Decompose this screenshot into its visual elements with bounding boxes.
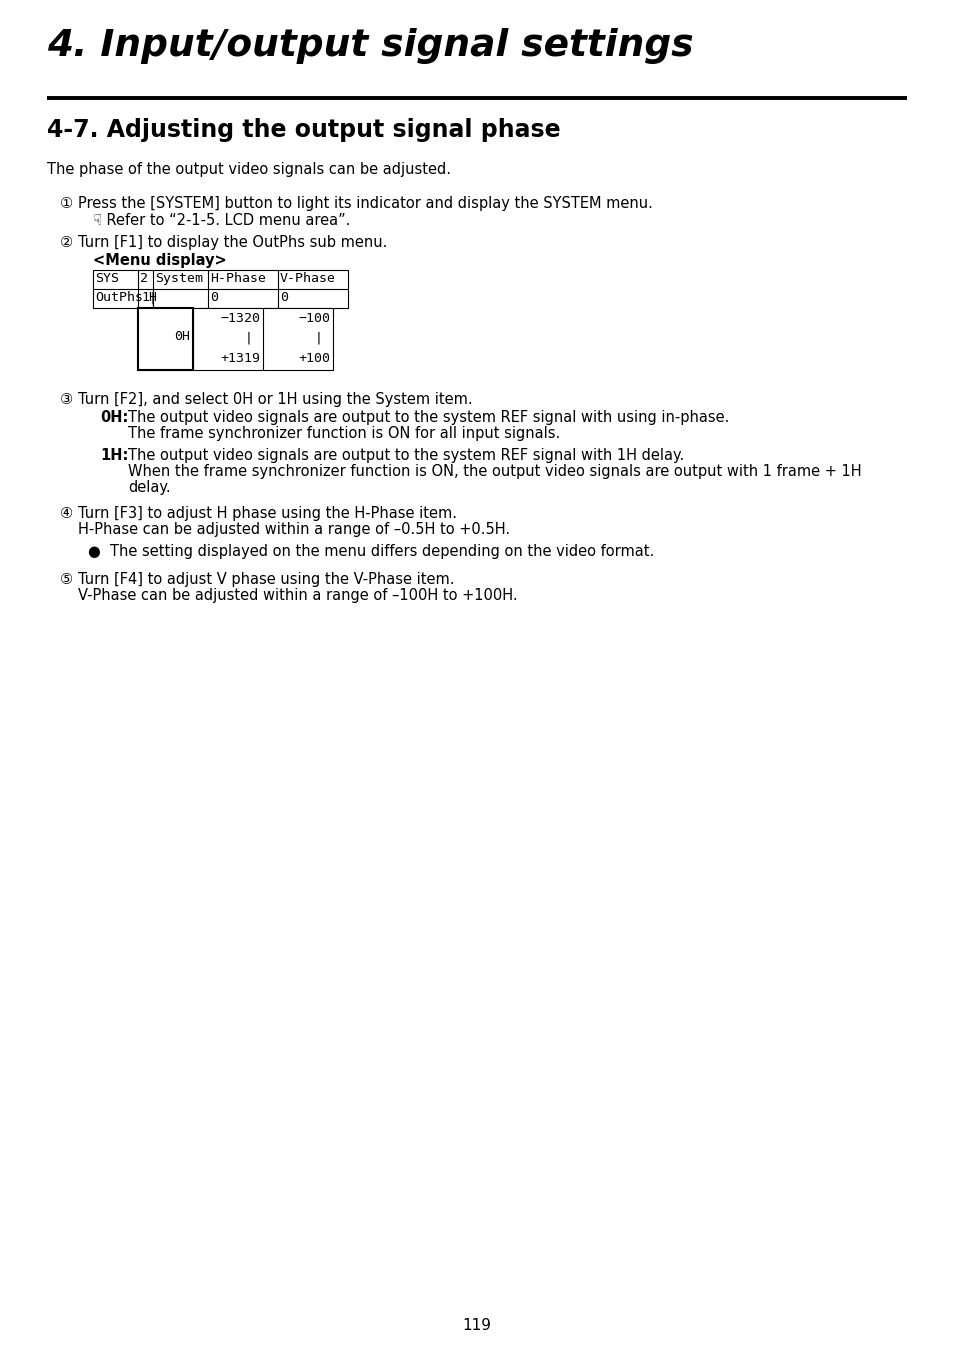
Text: <Menu display>: <Menu display>	[92, 253, 227, 268]
Text: |: |	[149, 291, 157, 305]
Text: −100: −100	[297, 311, 330, 325]
Text: System: System	[154, 272, 203, 284]
Text: Turn [F2], and select 0H or 1H using the System item.: Turn [F2], and select 0H or 1H using the…	[78, 392, 472, 407]
Text: |: |	[245, 332, 253, 345]
Bar	[92, 270, 348, 307]
Text: ●  The setting displayed on the menu differs depending on the video format.: ● The setting displayed on the menu diff…	[88, 545, 654, 559]
Text: 0H:: 0H:	[100, 410, 129, 425]
Text: H-Phase can be adjusted within a range of –0.5H to +0.5H.: H-Phase can be adjusted within a range o…	[78, 522, 510, 537]
Text: −1320: −1320	[220, 311, 260, 325]
Text: 1H:: 1H:	[100, 448, 129, 462]
Text: The frame synchronizer function is ON for all input signals.: The frame synchronizer function is ON fo…	[128, 426, 559, 441]
Text: +100: +100	[297, 352, 330, 365]
Text: Turn [F1] to display the OutPhs sub menu.: Turn [F1] to display the OutPhs sub menu…	[78, 235, 387, 249]
Text: 2: 2	[140, 272, 148, 284]
Text: ①: ①	[60, 195, 73, 212]
Text: 119: 119	[462, 1318, 491, 1333]
Text: The output video signals are output to the system REF signal with using in-phase: The output video signals are output to t…	[128, 410, 729, 425]
Text: 4-7. Adjusting the output signal phase: 4-7. Adjusting the output signal phase	[47, 119, 560, 142]
Text: ④: ④	[60, 506, 73, 520]
Bar	[138, 307, 333, 369]
Text: delay.: delay.	[128, 480, 171, 495]
Text: V-Phase can be adjusted within a range of –100H to +100H.: V-Phase can be adjusted within a range o…	[78, 588, 517, 603]
Text: Turn [F3] to adjust H phase using the H-Phase item.: Turn [F3] to adjust H phase using the H-…	[78, 506, 456, 520]
Text: 0H: 0H	[173, 330, 190, 342]
Text: V-Phase: V-Phase	[280, 272, 335, 284]
Text: When the frame synchronizer function is ON, the output video signals are output : When the frame synchronizer function is …	[128, 464, 861, 479]
Text: 0: 0	[280, 291, 288, 305]
Text: H-Phase: H-Phase	[210, 272, 266, 284]
Text: ③: ③	[60, 392, 73, 407]
Text: 0: 0	[210, 291, 218, 305]
Bar	[138, 307, 193, 369]
Text: +1319: +1319	[220, 352, 260, 365]
Text: Turn [F4] to adjust V phase using the V-Phase item.: Turn [F4] to adjust V phase using the V-…	[78, 572, 454, 586]
Text: The output video signals are output to the system REF signal with 1H delay.: The output video signals are output to t…	[128, 448, 683, 462]
Text: ⑤: ⑤	[60, 572, 73, 586]
Text: SYS: SYS	[95, 272, 119, 284]
Text: Press the [SYSTEM] button to light its indicator and display the SYSTEM menu.: Press the [SYSTEM] button to light its i…	[78, 195, 652, 212]
Text: ②: ②	[60, 235, 73, 249]
Text: ☟ Refer to “2-1-5. LCD menu area”.: ☟ Refer to “2-1-5. LCD menu area”.	[92, 213, 350, 228]
Text: 1H: 1H	[141, 291, 157, 305]
Text: OutPhs: OutPhs	[95, 291, 143, 305]
Text: 4. Input/output signal settings: 4. Input/output signal settings	[47, 28, 693, 63]
Text: |: |	[314, 332, 323, 345]
Text: The phase of the output video signals can be adjusted.: The phase of the output video signals ca…	[47, 162, 451, 177]
